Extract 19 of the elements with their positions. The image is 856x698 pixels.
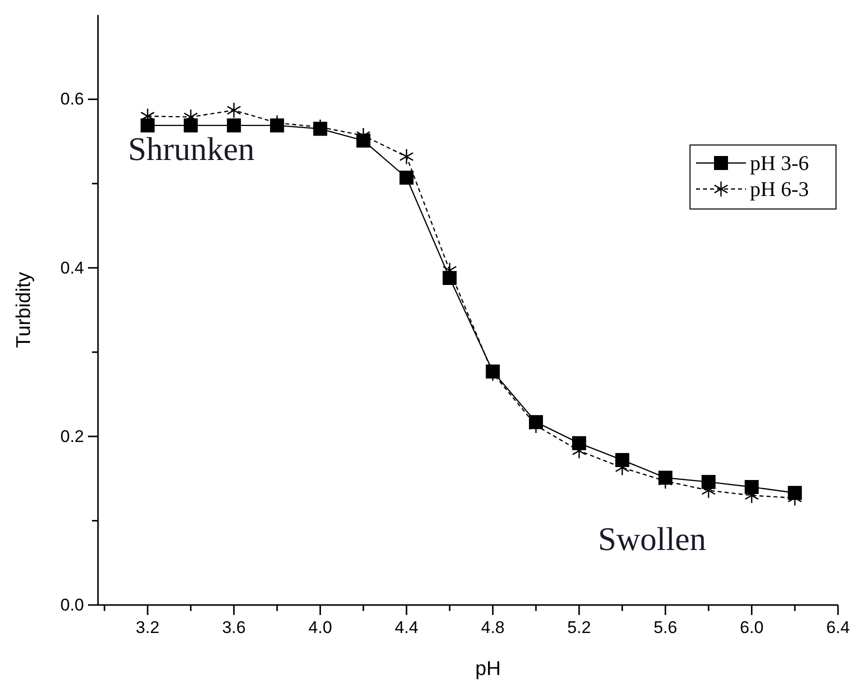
annotation: Swollen xyxy=(598,522,706,558)
y-tick-label: 0.6 xyxy=(60,90,84,109)
x-tick-label: 3.2 xyxy=(136,618,160,638)
x-axis-title: pH xyxy=(475,658,501,680)
x-tick-label: 6.4 xyxy=(826,618,850,638)
x-tick-label: 4.0 xyxy=(308,618,332,638)
x-tick-label: 4.8 xyxy=(480,618,505,638)
legend-label: pH 6-3 xyxy=(750,177,809,201)
y-tick-label: 0.4 xyxy=(60,258,84,278)
y-tick-label: 0.2 xyxy=(60,426,84,446)
x-tick-label: 3.6 xyxy=(222,618,246,638)
x-tick-label: 5.6 xyxy=(654,618,678,638)
x-tick-label: 6.0 xyxy=(740,618,764,638)
legend-label: pH 3-6 xyxy=(750,151,809,175)
x-tick-label: 5.2 xyxy=(567,618,591,638)
y-axis-title: Turbidity xyxy=(13,272,35,348)
y-tick-label: 0.0 xyxy=(60,595,84,614)
x-tick-label: 4.4 xyxy=(394,618,418,638)
annotation: Shrunken xyxy=(128,132,254,168)
